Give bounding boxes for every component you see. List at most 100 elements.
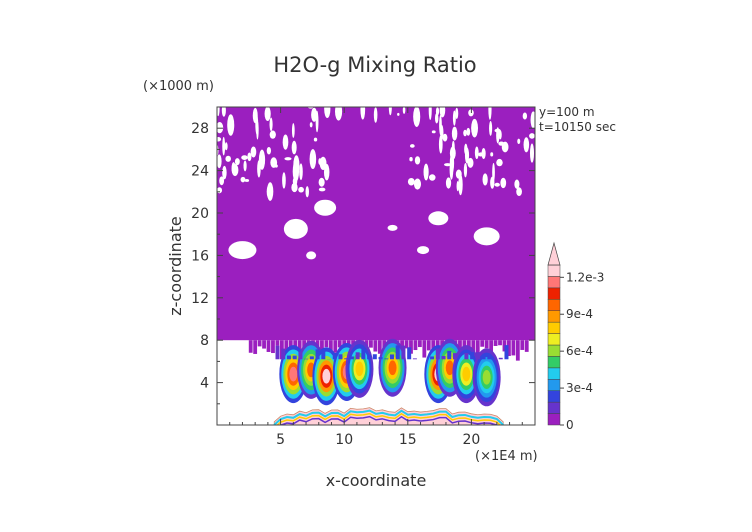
dry-gap	[529, 143, 535, 163]
moist-streak	[293, 340, 298, 350]
cell-fringe	[338, 354, 343, 360]
dry-gap	[456, 181, 459, 192]
dry-gap	[291, 123, 295, 138]
cell-fringe	[389, 354, 394, 360]
moist-streak	[484, 340, 489, 349]
dry-gap	[464, 147, 470, 164]
moist-streak	[262, 340, 266, 349]
cell-fringe	[304, 358, 309, 360]
dry-gap	[498, 141, 505, 146]
dry-gap	[244, 179, 250, 182]
dry-gap	[217, 122, 224, 134]
dry-gap	[282, 134, 289, 150]
dry-gap	[224, 142, 228, 151]
cloud-cell	[462, 366, 471, 382]
dry-gap	[428, 174, 436, 181]
dry-gap	[451, 126, 458, 141]
moist-streak	[498, 340, 502, 346]
dry-gap	[438, 135, 443, 154]
cell-fringe	[315, 349, 320, 360]
cell-fringe	[286, 355, 291, 360]
dry-gap	[269, 117, 273, 132]
colorbar-segment	[547, 333, 561, 346]
moist-streak	[409, 340, 413, 354]
y-tick-label: 28	[191, 121, 209, 137]
cell-fringe	[487, 357, 492, 360]
dry-gap	[439, 114, 442, 136]
moist-streak	[520, 340, 525, 350]
dry-gap	[442, 133, 448, 142]
dry-gap	[266, 182, 274, 201]
dry-gap	[496, 158, 503, 167]
cell-fringe	[452, 353, 457, 360]
cell-fringe	[372, 354, 377, 360]
cell-fringe	[361, 348, 366, 360]
dry-gap	[217, 136, 222, 142]
dry-gap	[434, 112, 439, 124]
dry-patch	[387, 224, 398, 231]
y-tick-label: 12	[191, 291, 209, 307]
moist-streak	[369, 340, 373, 348]
dry-gap	[463, 162, 468, 178]
dry-gap	[444, 163, 451, 167]
dry-gap	[217, 107, 220, 117]
dry-gap	[489, 120, 493, 136]
plot-frame	[216, 106, 536, 426]
dry-gap	[282, 172, 286, 189]
moist-streak	[377, 340, 382, 354]
dry-gap	[455, 107, 459, 120]
x-tick-label: 5	[276, 432, 285, 448]
moist-streak	[413, 340, 418, 351]
colorbar-segment	[547, 401, 561, 414]
moist-streak	[511, 340, 516, 356]
dry-gap	[219, 176, 225, 186]
dry-gap	[324, 107, 331, 119]
dry-gap	[240, 176, 246, 183]
dry-gap	[498, 130, 502, 140]
dry-gap	[311, 107, 318, 122]
moist-streak	[471, 340, 476, 358]
dry-patch	[473, 227, 500, 246]
dry-gap	[481, 148, 486, 160]
cell-fringe	[378, 357, 383, 360]
dry-gap	[227, 114, 235, 136]
dry-gap	[258, 149, 266, 170]
colorbar-segment	[547, 344, 561, 357]
x-tick-label: 15	[399, 432, 417, 448]
moist-streak	[253, 340, 258, 354]
dry-gap	[463, 129, 467, 137]
dry-gap	[335, 107, 343, 121]
colorbar-tick-label: 1.2e-3	[566, 270, 604, 284]
cell-fringe	[401, 345, 406, 360]
dry-gap	[284, 157, 292, 161]
dry-gap	[471, 118, 479, 138]
cloud-cell	[445, 360, 454, 376]
chart-title: H2O-g Mixing Ratio	[273, 53, 476, 77]
dry-gap	[225, 155, 231, 162]
surface-band	[276, 412, 502, 425]
moist-streak	[275, 340, 280, 346]
annotation-t: t=10150 sec	[539, 120, 616, 134]
moist-streak	[489, 340, 494, 353]
y-tick-label: 4	[200, 376, 209, 392]
dry-patch	[417, 246, 430, 255]
dry-gap	[490, 176, 495, 189]
dry-gap	[500, 177, 507, 189]
colorbar-tick-label: 9e-4	[566, 307, 593, 321]
cell-fringe	[298, 351, 303, 360]
dry-gap	[428, 107, 432, 120]
colorbar-segment	[547, 287, 561, 300]
cell-fringe	[344, 358, 349, 360]
dry-patch	[306, 251, 317, 260]
moist-streak	[426, 340, 431, 351]
upper-moist-layer	[217, 107, 535, 341]
moist-streak	[431, 340, 436, 351]
moist-streak	[266, 340, 271, 352]
moist-streak	[493, 340, 498, 346]
colorbar-segment	[547, 390, 561, 403]
dry-gap	[313, 137, 318, 142]
moist-streak	[458, 340, 462, 349]
dry-gap	[318, 177, 325, 187]
dry-gap	[315, 110, 319, 133]
